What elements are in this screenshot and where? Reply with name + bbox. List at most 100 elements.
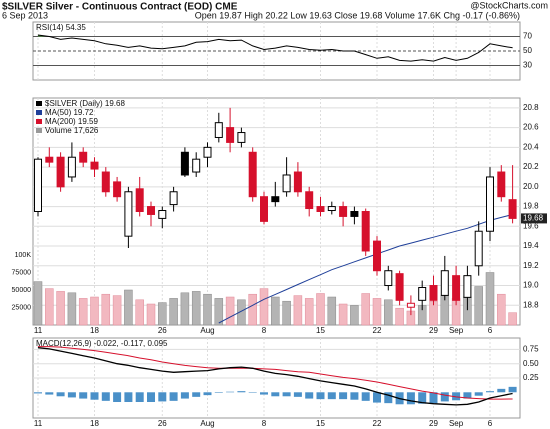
x-tick-label: 26 — [158, 326, 167, 335]
candle-body — [316, 206, 325, 212]
volume-tick-label: 25000 — [12, 304, 32, 311]
candle-body — [339, 206, 348, 217]
macd-histogram-bar — [361, 392, 370, 401]
macd-histogram-bar — [90, 392, 99, 400]
volume-bar — [180, 292, 190, 326]
y-tick-label: 19.8 — [523, 202, 539, 211]
y-tick-label: 20.8 — [523, 103, 539, 112]
ma-line — [218, 214, 513, 324]
volume-bar — [361, 293, 370, 326]
macd-histogram-bar — [384, 392, 393, 404]
volume-bar — [203, 293, 212, 326]
volume-tick-label: 75000 — [12, 269, 32, 276]
volume-bar — [248, 293, 257, 326]
candle-body — [90, 161, 99, 170]
volume-bar — [338, 303, 348, 326]
candle-body — [147, 206, 155, 215]
volume-bar — [395, 307, 404, 326]
volume-bar — [158, 302, 167, 326]
x-tick-label: 26 — [158, 419, 167, 428]
macd-histogram-bar — [124, 392, 133, 402]
candle-body — [327, 206, 336, 212]
macd-histogram-bar — [214, 392, 223, 393]
macd-histogram-bar — [135, 392, 144, 402]
volume-bar — [56, 291, 65, 326]
candle-body — [101, 171, 110, 193]
watermark: @StockCharts.com — [470, 0, 548, 10]
x-tick-label: Aug — [200, 326, 214, 335]
macd-histogram-bar — [440, 392, 449, 402]
candle-body — [293, 171, 302, 193]
chart-date: 6 Sep 2013 — [2, 10, 48, 20]
x-tick-label: 22 — [373, 326, 382, 335]
candle-body — [158, 210, 167, 219]
macd-histogram-bar — [339, 392, 348, 400]
candle-body — [124, 191, 133, 237]
x-tick-label: 29 — [429, 326, 438, 335]
candle-body — [79, 151, 88, 163]
volume-bar — [259, 288, 269, 326]
rsi-line — [37, 34, 513, 62]
x-tick-label: 6 — [488, 419, 493, 428]
y-tick-label: 30 — [523, 61, 532, 70]
y-tick-label: 70 — [523, 32, 532, 41]
volume-bar — [316, 293, 325, 326]
volume-bar — [112, 295, 122, 326]
ohlc-summary: Open 19.87 High 20.22 Low 19.63 Close 19… — [195, 10, 520, 20]
x-tick-label: Sep — [449, 326, 464, 335]
candle-body — [373, 240, 381, 272]
macd-histogram-bar — [248, 392, 257, 393]
macd-histogram-bar — [56, 392, 65, 397]
y-tick-label: 0.25 — [523, 373, 539, 382]
macd-histogram-bar — [158, 392, 167, 402]
candle-body — [463, 275, 472, 298]
volume-bar — [33, 281, 43, 326]
macd-histogram-bar — [34, 392, 42, 394]
macd-signal-line — [38, 346, 513, 400]
macd-histogram-bar — [271, 392, 280, 397]
macd-histogram-bar — [169, 392, 178, 401]
macd-histogram-bar — [147, 392, 155, 402]
x-tick-label: 18 — [90, 419, 99, 428]
legend-swatch — [36, 101, 42, 106]
candle-body — [384, 270, 393, 287]
last-price-box — [521, 213, 547, 224]
candle-body — [169, 191, 178, 206]
macd-histogram-bar — [45, 392, 54, 395]
x-tick-label: 22 — [373, 419, 382, 428]
candle-body — [406, 302, 415, 308]
y-tick-label: 50 — [523, 46, 532, 55]
volume-bar — [372, 298, 382, 326]
legend-swatch — [36, 110, 42, 115]
x-tick-label: 18 — [90, 326, 99, 335]
candle-body — [271, 196, 280, 203]
candle-body — [67, 156, 76, 178]
macd-histogram-bar — [101, 392, 110, 401]
y-tick-label: 20.4 — [523, 142, 539, 151]
volume-bar — [124, 289, 133, 326]
legend-label: MA(200) 19.59 — [45, 117, 98, 126]
volume-bar — [293, 295, 303, 326]
candle-body — [226, 127, 235, 143]
candle-body — [508, 199, 517, 219]
macd-histogram-bar — [192, 392, 201, 397]
volume-bar — [214, 298, 224, 326]
y-tick-label: 20.2 — [523, 162, 539, 171]
macd-histogram-bar — [497, 388, 506, 393]
macd-histogram-bar — [113, 392, 122, 402]
macd-histogram-bar — [203, 392, 212, 396]
candle-body — [440, 270, 449, 296]
rsi-label: RSI(14) 54.35 — [36, 23, 86, 32]
candle-body — [452, 275, 461, 301]
volume-bar — [169, 298, 178, 326]
candle-body — [214, 122, 223, 138]
x-tick-label: 15 — [316, 419, 325, 428]
x-tick-label: 8 — [262, 326, 267, 335]
macd-histogram-bar — [293, 392, 302, 397]
macd-histogram-bar — [316, 392, 325, 400]
legend-label: $SILVER (Daily) 19.68 — [45, 99, 125, 108]
macd-histogram-bar — [282, 392, 291, 397]
y-tick-label: 0.50 — [523, 359, 539, 368]
volume-bar — [78, 298, 88, 326]
